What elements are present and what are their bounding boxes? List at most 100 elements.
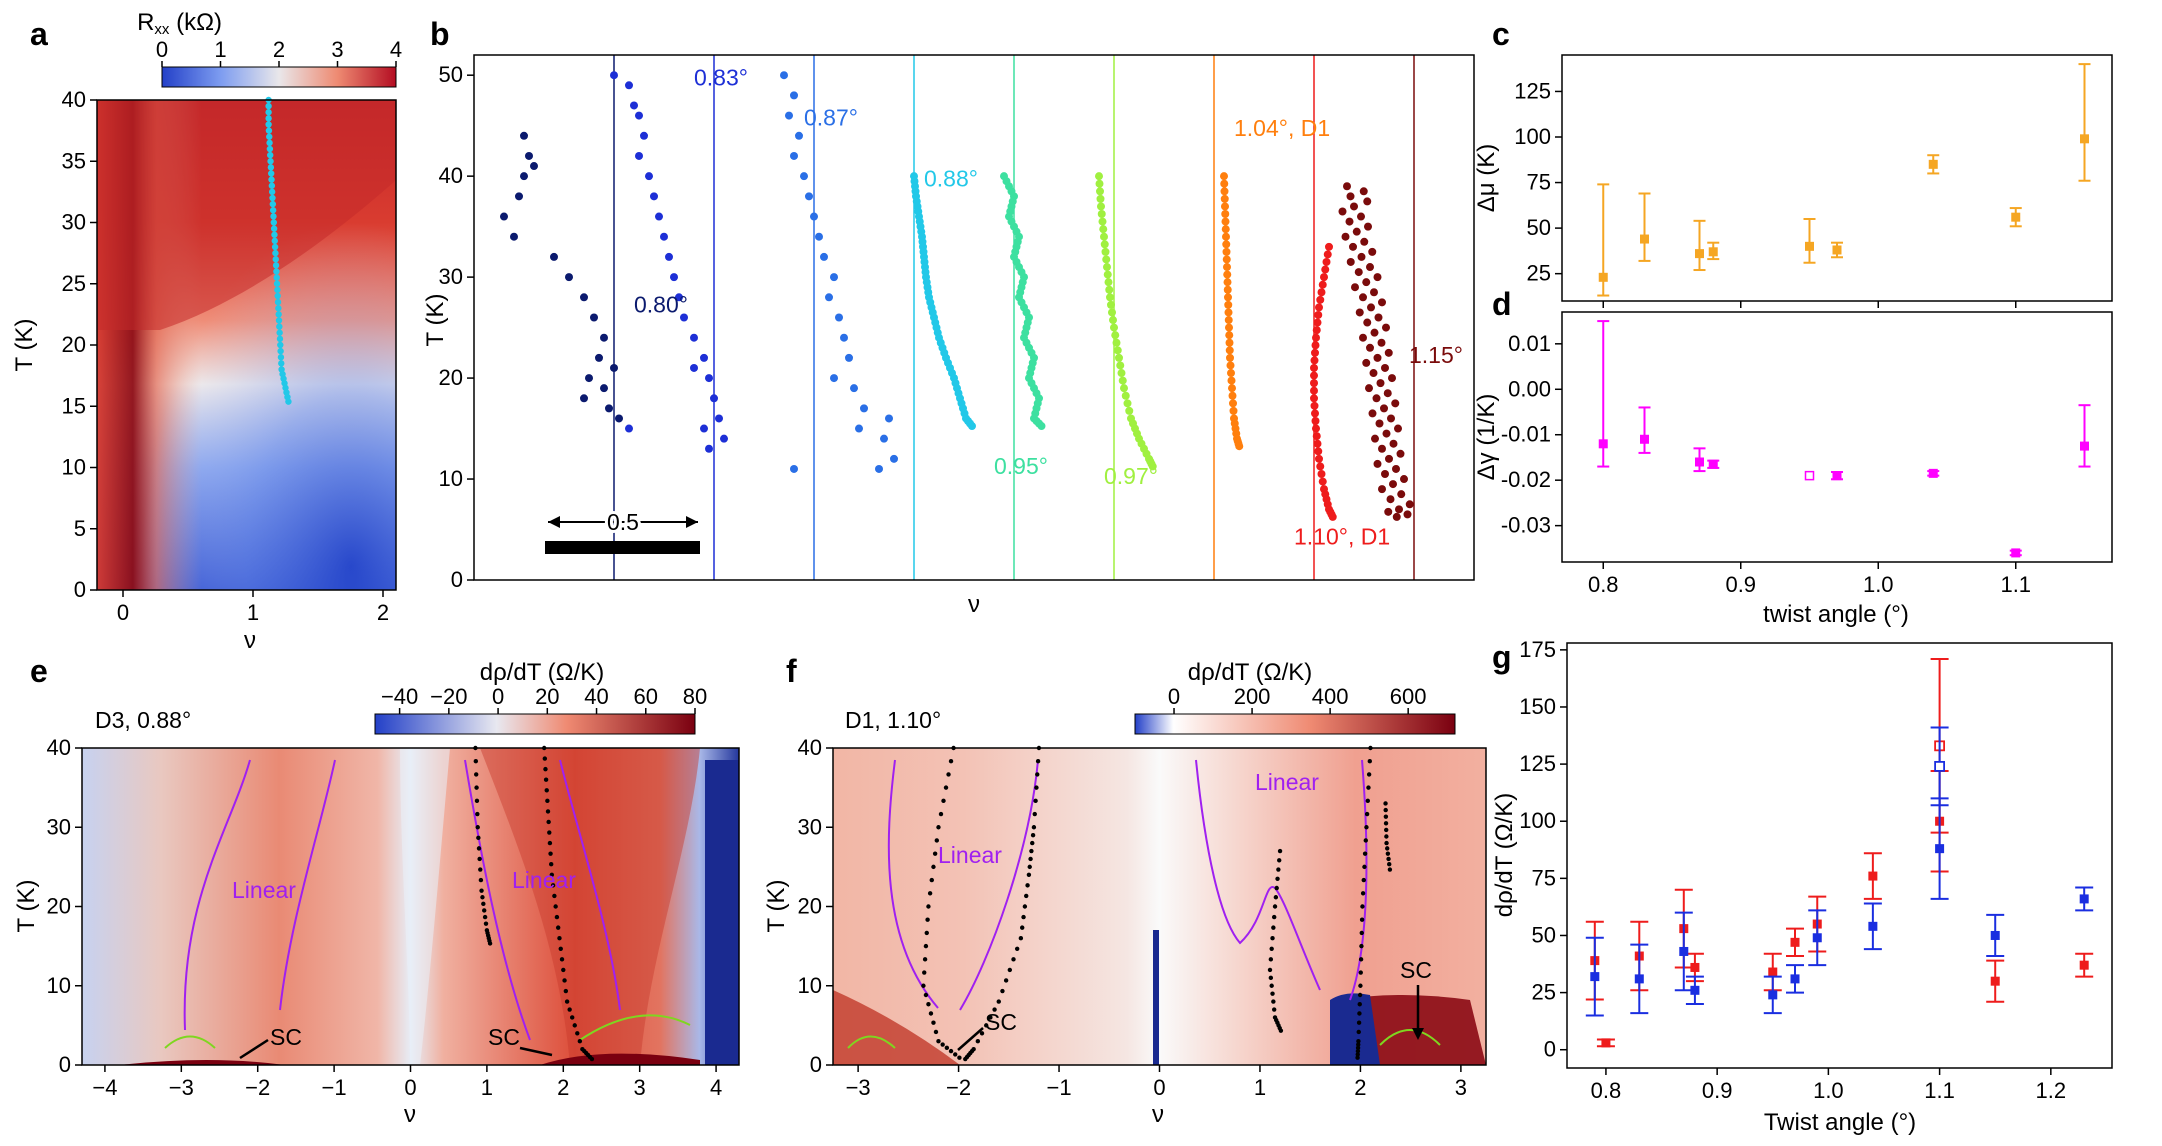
panel-f-dot	[1022, 904, 1028, 909]
panel-b-point	[1320, 273, 1328, 282]
panel-d-ytick-label: -0.03	[1501, 513, 1551, 538]
panel-b-ylabel: T (K)	[422, 294, 449, 347]
panel-b-point	[520, 131, 528, 140]
panel-a-point	[269, 200, 277, 208]
panel-b-point	[885, 414, 893, 423]
panel-f-dot	[1359, 943, 1364, 949]
panel-f: f D1, 1.10° dρ/dT (Ω/K) 0 200 400 600 Linea…	[763, 653, 1487, 1128]
panel-b-point	[660, 232, 668, 241]
panel-e-xtick-label: −3	[169, 1075, 194, 1100]
panel-b-point	[1226, 353, 1234, 362]
panel-b-point	[1360, 237, 1369, 246]
panel-b-point	[815, 232, 823, 241]
panel-f-dot	[948, 759, 954, 764]
panel-f-dot	[941, 798, 946, 804]
panel-g-point	[1679, 946, 1689, 956]
panel-b-point	[1389, 480, 1397, 489]
panel-b-point	[780, 71, 788, 80]
panel-g-point	[1768, 967, 1778, 977]
panel-b-point	[1120, 384, 1128, 393]
panel-b-point	[1384, 507, 1393, 516]
panel-b-point	[1314, 447, 1323, 456]
panel-a-ytick-label: 40	[62, 87, 86, 112]
panel-e-dot	[546, 819, 551, 825]
panel-f-xtick-label: −1	[1046, 1075, 1071, 1100]
panel-a-point	[265, 121, 272, 128]
panel-b-point	[1368, 247, 1377, 256]
panel-f-dot	[1355, 1045, 1361, 1051]
panel-f-dot	[1018, 936, 1024, 941]
panel-b-point	[525, 151, 533, 160]
panel-f-dot	[1011, 957, 1016, 962]
panel-f-dot	[1271, 1007, 1277, 1012]
panel-b-point	[1235, 442, 1244, 451]
panel-b-point	[1312, 432, 1321, 441]
panel-f-dot	[1027, 864, 1032, 870]
panel-b-point	[830, 374, 838, 383]
panel-f-dot	[957, 1055, 962, 1060]
panel-g-xlabel: Twist angle (°)	[1764, 1109, 1916, 1136]
panel-e-dot	[475, 825, 480, 830]
panel-f-dot	[1386, 856, 1391, 862]
panel-b-point	[1357, 252, 1366, 261]
panel-f-dot	[992, 1007, 997, 1012]
panel-e-dot	[548, 862, 554, 867]
panel-g-xtick-label: 0.9	[1702, 1078, 1733, 1103]
panel-b-point	[850, 384, 858, 393]
panel-b-point	[1387, 414, 1395, 423]
panel-f-dot	[1364, 811, 1370, 817]
panel-a-colorbar	[161, 66, 397, 88]
panel-e: e D3, 0.88° dρ/dT (Ω/K) −40 −20 0 20 40 60 80 …	[13, 653, 740, 1128]
panel-e-colorbar-tick-label: −40	[381, 684, 418, 709]
panel-a-point	[276, 329, 283, 336]
panel-b-point	[875, 464, 883, 473]
panel-b-point	[1221, 210, 1230, 219]
panel-f-letter: f	[786, 653, 797, 689]
panel-e-dot	[558, 946, 563, 951]
panel-e-colorbar	[374, 713, 696, 735]
panel-e-dot	[564, 999, 570, 1004]
panel-g-point	[1990, 930, 2000, 940]
panel-b-point	[1372, 394, 1381, 403]
panel-g-point	[1690, 962, 1700, 972]
panel-b-point	[1382, 429, 1391, 438]
panel-b-point	[1095, 172, 1103, 181]
panel-f-dot	[922, 970, 927, 975]
panel-b-point	[1099, 225, 1108, 234]
panel-f-dot	[1277, 858, 1282, 863]
panel-b-point	[1109, 316, 1117, 325]
panel-b-point	[1366, 263, 1374, 272]
panel-f-dot	[1360, 891, 1366, 896]
panel-e-dot	[480, 895, 485, 900]
panel-f-dot	[1277, 848, 1283, 854]
panel-a-xtick-label: 0	[117, 600, 129, 625]
panel-b-point	[795, 131, 803, 140]
panel-b-point	[655, 212, 663, 221]
panel-c-ytick-label: 50	[1527, 215, 1551, 240]
panel-f-dot	[928, 1011, 934, 1016]
panel-b-point	[1313, 318, 1322, 327]
panel-e-dot	[555, 925, 561, 930]
panel-e-dot	[479, 888, 484, 893]
panel-d: d 0.01 0.00 -0.01 -0.02 -0.03 0.8 0.9 1.0 1.1 tw…	[1473, 286, 2113, 628]
panel-b-point	[625, 81, 633, 90]
panel-f-dot	[1357, 1011, 1362, 1016]
panel-b-point	[1226, 361, 1235, 370]
panel-b-point	[650, 192, 658, 201]
panel-e-dot	[562, 978, 567, 983]
panel-b-point	[1113, 346, 1122, 355]
panel-b-point	[1373, 273, 1382, 282]
panel-a-point	[272, 249, 279, 257]
panel-b-point	[810, 212, 818, 221]
panel-b-point	[855, 424, 863, 433]
panel-f-dot	[1358, 957, 1364, 962]
panel-f-dot	[936, 1039, 941, 1044]
panel-g-ytick-label: 0	[1544, 1037, 1556, 1062]
panel-f-dot	[1359, 917, 1365, 922]
panel-g-point	[1790, 974, 1800, 984]
panel-g-point	[2079, 894, 2089, 904]
panel-c-point	[1928, 159, 1938, 169]
panel-b-point	[1391, 399, 1400, 408]
panel-b-scale-bar	[545, 541, 700, 554]
